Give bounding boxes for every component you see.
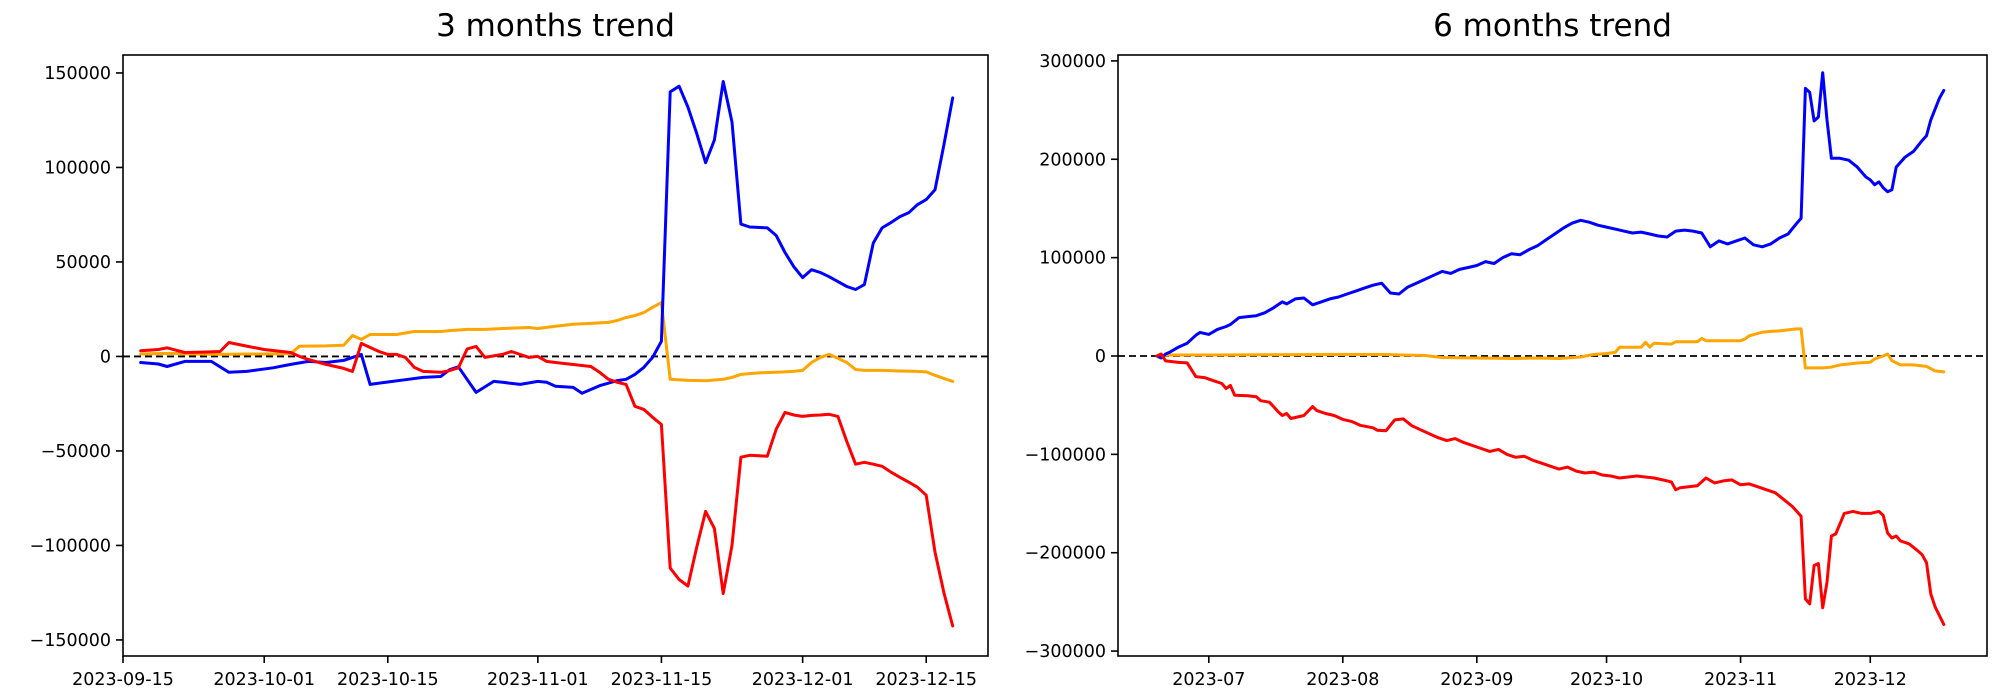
y-tick-label: −100000 — [1025, 445, 1106, 465]
y-tick-label: 100000 — [44, 158, 111, 178]
chart-1: 2023-07 2023-08 2023-09 2023-10 2023-11 2023-… — [1025, 52, 1988, 690]
y-tick-label: 200000 — [1039, 150, 1106, 170]
chart-0: 2023-09-15 2023-10-01 2023-10-15 2023-11-01… — [30, 54, 989, 690]
y-tick-label: −150000 — [30, 631, 111, 651]
x-tick-label: 2023-11-15 — [611, 670, 713, 690]
y-tick-label: 0 — [1095, 347, 1106, 367]
blue-line — [139, 80, 955, 395]
x-tick-label: 2023-10-15 — [337, 670, 439, 690]
x-tick-label: 2023-12-01 — [752, 670, 854, 690]
x-tick-label: 2023-12-15 — [875, 670, 977, 690]
x-tick-label: 2023-10-01 — [213, 670, 315, 690]
orange-line — [1155, 327, 1946, 374]
y-tick-label: 100000 — [1039, 249, 1106, 269]
orange-line — [139, 301, 955, 383]
x-tick-label: 2023-11-01 — [487, 670, 589, 690]
x-tick-label: 2023-09 — [1440, 670, 1513, 690]
y-tick-label: 150000 — [44, 64, 111, 84]
x-tick-label: 2023-12 — [1834, 670, 1907, 690]
y-tick-label: 0 — [100, 347, 111, 367]
x-tick-label: 2023-07 — [1172, 670, 1245, 690]
red-line — [1155, 352, 1946, 626]
y-tick-label: −300000 — [1025, 642, 1106, 662]
x-tick-label: 2023-08 — [1306, 670, 1379, 690]
blue-line — [1155, 71, 1946, 360]
x-tick-label: 2023-11 — [1704, 670, 1777, 690]
chart-title-3-months: 3 months trend — [436, 8, 675, 44]
y-tick-label: −100000 — [30, 536, 111, 556]
plot-border — [122, 54, 989, 657]
red-line — [139, 341, 955, 628]
chart-title-6-months: 6 months trend — [1433, 8, 1672, 44]
y-tick-label: 50000 — [55, 253, 111, 273]
y-tick-label: 300000 — [1039, 52, 1106, 72]
x-tick-label: 2023-09-15 — [72, 670, 174, 690]
y-tick-label: −200000 — [1025, 544, 1106, 564]
y-tick-label: −50000 — [41, 442, 111, 462]
x-tick-label: 2023-10 — [1570, 670, 1643, 690]
